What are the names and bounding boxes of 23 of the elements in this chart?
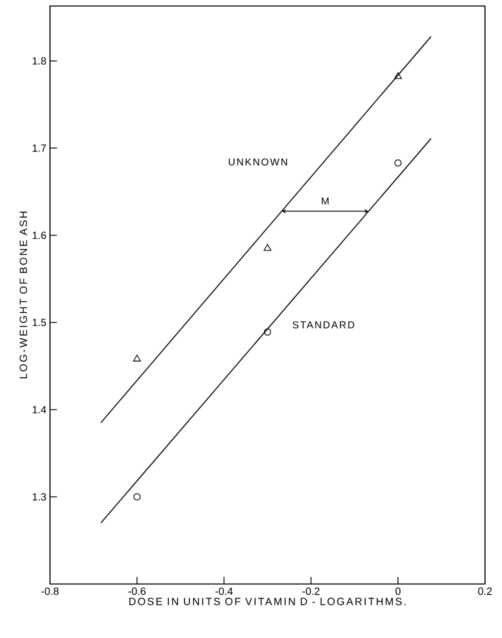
x-axis-title: DOSE IN UNITS OF VITAMIN D - LOGARITHMS. — [129, 598, 406, 606]
y-tick-label: 1.8 — [32, 57, 46, 65]
y-tick-label: 1.3 — [32, 493, 46, 501]
y-tick-label: 1.4 — [32, 406, 46, 414]
y-tick-label: 1.6 — [32, 232, 46, 239]
annotation: M — [322, 198, 329, 204]
point — [133, 354, 141, 362]
y-axis-title: LOG-WEIGHT OF BONE ASH — [20, 212, 28, 378]
x-tick-label: 0.2 — [478, 588, 492, 595]
x-tick-label: -0.8 — [41, 588, 59, 595]
text: UNKNOWN — [228, 158, 288, 166]
point — [394, 72, 402, 79]
x-tick-label: -0.2 — [302, 588, 320, 595]
point — [133, 493, 141, 500]
x-tick-label: -0.4 — [215, 588, 233, 595]
y-tick-label: 1.5 — [32, 318, 46, 326]
point — [264, 244, 272, 251]
x-tick-label: -0.6 — [128, 588, 146, 595]
x-tick-label: 0 — [396, 588, 400, 595]
series-label: STANDARD — [292, 321, 354, 328]
point — [394, 159, 402, 167]
y-tick-label: 1.7 — [32, 144, 46, 152]
point — [264, 328, 272, 336]
